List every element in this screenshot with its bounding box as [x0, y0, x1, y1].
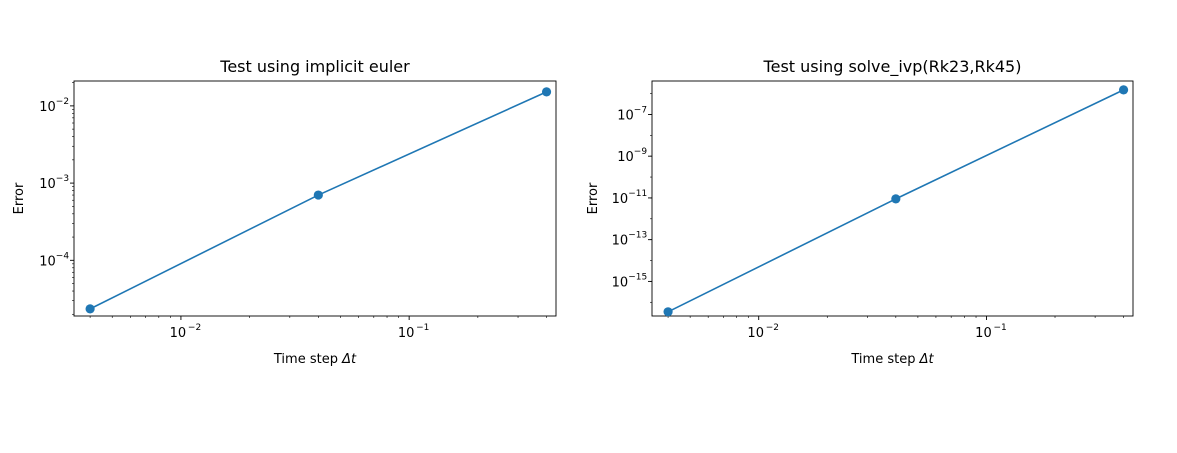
plot-frame: [73, 80, 557, 317]
y-tick-label: 10: [612, 275, 629, 290]
y-tick-exponent: −4: [56, 251, 70, 261]
y-tick-exponent: −3: [56, 174, 69, 184]
chart-title: Test using implicit euler: [219, 57, 410, 76]
x-tick-exponent: −2: [766, 323, 779, 333]
y-axis-label: Error: [12, 182, 27, 214]
data-point: [891, 194, 901, 204]
x-tick-exponent: −2: [188, 323, 201, 333]
data-point: [313, 190, 323, 200]
y-tick-label: 10: [617, 150, 634, 165]
x-tick-label: 10: [398, 326, 415, 341]
y-tick-label: 10: [39, 177, 56, 192]
y-tick-label: 10: [612, 234, 629, 249]
data-point: [85, 304, 95, 314]
y-tick-label: 10: [612, 192, 629, 207]
x-axis-label: Time step Δt: [850, 352, 934, 367]
x-axis-label-symbol: Δt: [919, 352, 935, 367]
y-tick-exponent: −15: [628, 272, 647, 282]
x-axis-label: Time step Δt: [273, 352, 357, 367]
y-tick-exponent: −2: [56, 97, 69, 107]
y-tick-exponent: −11: [628, 189, 647, 199]
y-tick-exponent: −13: [628, 231, 647, 241]
x-axis-label-text: Time step: [850, 352, 919, 367]
chart-title: Test using solve_ivp(Rk23,Rk45): [763, 57, 1022, 77]
x-axis-label-symbol: Δt: [341, 352, 357, 367]
y-tick-exponent: −7: [634, 105, 647, 115]
x-tick-label: 10: [975, 326, 992, 341]
plot-frame: [651, 80, 1134, 317]
y-axis-label: Error: [586, 182, 601, 214]
x-tick-exponent: −1: [416, 323, 429, 333]
x-tick-label: 10: [170, 326, 187, 341]
y-tick-exponent: −9: [634, 147, 648, 157]
data-point: [1118, 85, 1129, 95]
data-point: [663, 307, 673, 317]
x-axis-label-text: Time step: [273, 352, 342, 367]
x-tick-exponent: −1: [993, 323, 1006, 333]
data-point: [541, 87, 552, 97]
y-tick-label: 10: [617, 108, 634, 123]
x-tick-label: 10: [747, 326, 764, 341]
y-tick-label: 10: [39, 254, 56, 269]
series-line: [89, 91, 547, 310]
y-tick-label: 10: [39, 100, 56, 115]
